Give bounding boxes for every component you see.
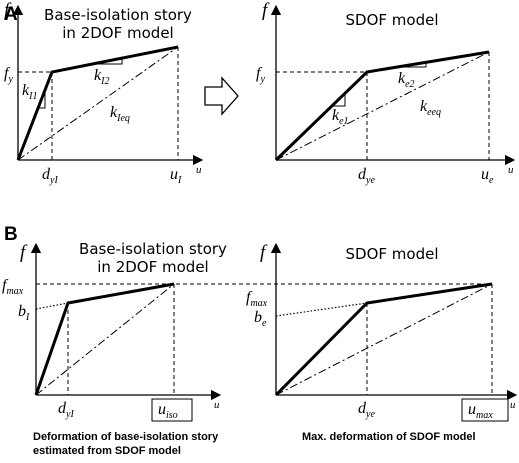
- a-right-dy-label: dye: [358, 166, 375, 186]
- b-left-dy-label: dyI: [58, 400, 74, 420]
- a-left-keq-line: [17, 46, 179, 161]
- a-right-u-label: ue: [481, 166, 494, 186]
- a-right-k1-label: ke1: [332, 107, 349, 127]
- b-right-y-axis-label: f: [260, 242, 268, 263]
- a-left-title-line1: Base-isolation story: [44, 6, 192, 24]
- a-right-keq-line: [275, 51, 490, 161]
- a-right-k1-triangle: [330, 92, 346, 107]
- b-right-note: Max. deformation of SDOF model: [302, 431, 476, 443]
- a-right-bilinear-curve: [274, 50, 490, 162]
- a-right-k2-triangle: [398, 62, 427, 68]
- b-left-b-label: bI: [18, 303, 30, 323]
- a-left-fy-label: fy: [4, 65, 13, 85]
- b-right-b-label: be: [254, 309, 267, 329]
- a-left-u-label: uI: [170, 166, 182, 186]
- b-right-b-intercept-line: [275, 302, 368, 317]
- b-right-title: SDOF model: [346, 245, 439, 263]
- a-left-dy-label: dyI: [42, 166, 58, 186]
- b-left-title-line1: Base-isolation story: [79, 240, 227, 258]
- b-left-x-axis-label: u: [214, 399, 220, 411]
- a-right-fy-label: fy: [256, 65, 265, 85]
- a-left-keq-label: kIeq: [110, 104, 130, 124]
- chart-a-left: Base-isolation story in 2DOF model f u f…: [4, 0, 204, 186]
- a-right-k2-label: ke2: [398, 70, 415, 90]
- panel-b-label: B: [4, 224, 18, 245]
- b-right-umax-label: umax: [468, 401, 493, 421]
- a-right-y-axis-label: f: [262, 0, 270, 21]
- a-left-k2-label: kI2: [94, 67, 109, 87]
- b-left-keq-line: [35, 283, 175, 396]
- b-right-x-axis-label: u: [510, 399, 516, 411]
- b-left-y-axis-label: f: [20, 242, 28, 263]
- chart-b-left: Base-isolation story in 2DOF model f u f…: [2, 240, 227, 457]
- a-left-k1-triangle: [38, 90, 46, 109]
- a-right-x-axis-label: u: [508, 164, 514, 176]
- chart-a-right: SDOF model f u fy ke1 ke2 keeq dye ue: [256, 0, 516, 186]
- b-left-b-intercept-line: [35, 302, 69, 310]
- b-left-fmax-label: fmax: [2, 277, 24, 297]
- b-left-note-line1: Deformation of base-isolation story: [33, 431, 219, 443]
- b-left-title-line2: in 2DOF model: [97, 258, 208, 276]
- a-left-k1-label: kI1: [22, 82, 37, 102]
- a-left-y-axis-label: f: [4, 0, 12, 21]
- chart-b-right: SDOF model f u fmax be dye umax Max. def…: [246, 242, 518, 443]
- a-right-keq-label: keeq: [420, 98, 441, 118]
- b-right-bilinear-curve: [274, 282, 493, 397]
- a-left-title-line2: in 2DOF model: [62, 24, 173, 42]
- a-left-k2-triangle: [93, 58, 123, 65]
- a-right-title: SDOF model: [346, 11, 439, 29]
- transform-arrow-icon: [204, 76, 239, 116]
- b-left-bilinear-curve: [34, 282, 175, 396]
- b-left-note-line2: estimated from SDOF model: [33, 445, 181, 457]
- b-right-dy-label: dye: [358, 400, 375, 420]
- b-left-uiso-label: uiso: [158, 401, 178, 421]
- b-right-fmax-label: fmax: [246, 289, 268, 309]
- a-left-bilinear-curve: [16, 45, 179, 161]
- b-right-umax-box: [461, 398, 509, 422]
- b-left-uiso-box: [151, 398, 193, 422]
- a-left-x-axis-label: u: [196, 164, 202, 176]
